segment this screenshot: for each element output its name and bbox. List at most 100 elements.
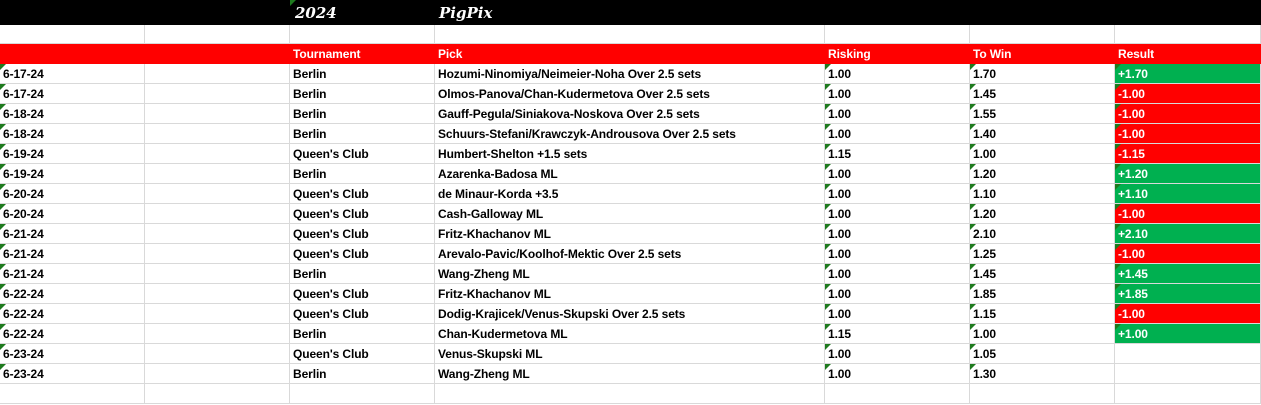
tournament-cell[interactable]: Berlin bbox=[290, 264, 435, 284]
result-cell[interactable]: -1.00 bbox=[1115, 244, 1261, 264]
date-cell[interactable]: 6-18-24 bbox=[0, 124, 145, 144]
cell[interactable] bbox=[825, 25, 970, 44]
empty-cell[interactable] bbox=[145, 224, 290, 244]
tournament-cell[interactable]: Berlin bbox=[290, 84, 435, 104]
cell[interactable] bbox=[290, 384, 435, 404]
to-win-cell[interactable]: 1.85 bbox=[970, 284, 1115, 304]
empty-cell[interactable] bbox=[145, 304, 290, 324]
result-cell[interactable]: +2.10 bbox=[1115, 224, 1261, 244]
date-cell[interactable]: 6-22-24 bbox=[0, 304, 145, 324]
date-cell[interactable]: 6-23-24 bbox=[0, 364, 145, 384]
pick-cell[interactable]: Olmos-Panova/Chan-Kudermetova Over 2.5 s… bbox=[435, 84, 825, 104]
to-win-cell[interactable]: 1.40 bbox=[970, 124, 1115, 144]
empty-cell[interactable] bbox=[145, 144, 290, 164]
header-cell[interactable] bbox=[0, 44, 145, 64]
risking-cell[interactable]: 1.00 bbox=[825, 104, 970, 124]
result-cell[interactable] bbox=[1115, 364, 1261, 384]
result-cell[interactable]: +1.85 bbox=[1115, 284, 1261, 304]
cell[interactable] bbox=[145, 384, 290, 404]
risking-cell[interactable]: 1.00 bbox=[825, 124, 970, 144]
empty-cell[interactable] bbox=[145, 164, 290, 184]
cell[interactable] bbox=[435, 25, 825, 44]
result-cell[interactable]: +1.20 bbox=[1115, 164, 1261, 184]
cell[interactable] bbox=[0, 384, 145, 404]
result-cell[interactable]: -1.15 bbox=[1115, 144, 1261, 164]
risking-cell[interactable]: 1.00 bbox=[825, 84, 970, 104]
to-win-cell[interactable]: 1.20 bbox=[970, 164, 1115, 184]
empty-cell[interactable] bbox=[145, 124, 290, 144]
risking-cell[interactable]: 1.00 bbox=[825, 344, 970, 364]
risking-cell[interactable]: 1.15 bbox=[825, 144, 970, 164]
tournament-cell[interactable]: Berlin bbox=[290, 164, 435, 184]
tournament-cell[interactable]: Queen's Club bbox=[290, 224, 435, 244]
header-cell[interactable] bbox=[145, 44, 290, 64]
pick-cell[interactable]: Wang-Zheng ML bbox=[435, 264, 825, 284]
tournament-cell[interactable]: Queen's Club bbox=[290, 344, 435, 364]
date-cell[interactable]: 6-17-24 bbox=[0, 64, 145, 84]
pick-cell[interactable]: Wang-Zheng ML bbox=[435, 364, 825, 384]
to-win-cell[interactable]: 1.45 bbox=[970, 264, 1115, 284]
header-result[interactable]: Result bbox=[1115, 44, 1261, 64]
date-cell[interactable]: 6-19-24 bbox=[0, 164, 145, 184]
risking-cell[interactable]: 1.00 bbox=[825, 284, 970, 304]
date-cell[interactable]: 6-22-24 bbox=[0, 284, 145, 304]
tournament-cell[interactable]: Berlin bbox=[290, 104, 435, 124]
result-cell[interactable]: +1.70 bbox=[1115, 64, 1261, 84]
empty-cell[interactable] bbox=[145, 244, 290, 264]
empty-cell[interactable] bbox=[145, 344, 290, 364]
risking-cell[interactable]: 1.00 bbox=[825, 244, 970, 264]
header-risking[interactable]: Risking bbox=[825, 44, 970, 64]
empty-cell[interactable] bbox=[145, 284, 290, 304]
header-pick[interactable]: Pick bbox=[435, 44, 825, 64]
risking-cell[interactable]: 1.00 bbox=[825, 204, 970, 224]
date-cell[interactable]: 6-22-24 bbox=[0, 324, 145, 344]
empty-cell[interactable] bbox=[145, 364, 290, 384]
result-cell[interactable]: +1.10 bbox=[1115, 184, 1261, 204]
cell[interactable] bbox=[1115, 25, 1261, 44]
result-cell[interactable] bbox=[1115, 344, 1261, 364]
date-cell[interactable]: 6-19-24 bbox=[0, 144, 145, 164]
tournament-cell[interactable]: Queen's Club bbox=[290, 184, 435, 204]
cell[interactable] bbox=[290, 25, 435, 44]
date-cell[interactable]: 6-21-24 bbox=[0, 224, 145, 244]
date-cell[interactable]: 6-18-24 bbox=[0, 104, 145, 124]
risking-cell[interactable]: 1.00 bbox=[825, 164, 970, 184]
empty-cell[interactable] bbox=[145, 324, 290, 344]
pick-cell[interactable]: Cash-Galloway ML bbox=[435, 204, 825, 224]
empty-cell[interactable] bbox=[145, 264, 290, 284]
to-win-cell[interactable]: 1.15 bbox=[970, 304, 1115, 324]
to-win-cell[interactable]: 1.25 bbox=[970, 244, 1115, 264]
date-cell[interactable]: 6-20-24 bbox=[0, 204, 145, 224]
to-win-cell[interactable]: 1.00 bbox=[970, 324, 1115, 344]
date-cell[interactable]: 6-21-24 bbox=[0, 244, 145, 264]
risking-cell[interactable]: 1.00 bbox=[825, 264, 970, 284]
pick-cell[interactable]: Humbert-Shelton +1.5 sets bbox=[435, 144, 825, 164]
pick-cell[interactable]: Venus-Skupski ML bbox=[435, 344, 825, 364]
tournament-cell[interactable]: Queen's Club bbox=[290, 204, 435, 224]
risking-cell[interactable]: 1.00 bbox=[825, 64, 970, 84]
to-win-cell[interactable]: 1.05 bbox=[970, 344, 1115, 364]
header-to-win[interactable]: To Win bbox=[970, 44, 1115, 64]
cell[interactable] bbox=[145, 25, 290, 44]
cell[interactable] bbox=[0, 25, 145, 44]
to-win-cell[interactable]: 1.00 bbox=[970, 144, 1115, 164]
date-cell[interactable]: 6-20-24 bbox=[0, 184, 145, 204]
pick-cell[interactable]: Fritz-Khachanov ML bbox=[435, 284, 825, 304]
pick-cell[interactable]: Azarenka-Badosa ML bbox=[435, 164, 825, 184]
pick-cell[interactable]: Dodig-Krajicek/Venus-Skupski Over 2.5 se… bbox=[435, 304, 825, 324]
result-cell[interactable]: -1.00 bbox=[1115, 204, 1261, 224]
date-cell[interactable]: 6-23-24 bbox=[0, 344, 145, 364]
result-cell[interactable]: -1.00 bbox=[1115, 104, 1261, 124]
result-cell[interactable]: -1.00 bbox=[1115, 84, 1261, 104]
empty-cell[interactable] bbox=[145, 104, 290, 124]
pick-cell[interactable]: Hozumi-Ninomiya/Neimeier-Noha Over 2.5 s… bbox=[435, 64, 825, 84]
to-win-cell[interactable]: 1.45 bbox=[970, 84, 1115, 104]
empty-cell[interactable] bbox=[145, 204, 290, 224]
to-win-cell[interactable]: 1.55 bbox=[970, 104, 1115, 124]
cell[interactable] bbox=[435, 384, 825, 404]
date-cell[interactable]: 6-21-24 bbox=[0, 264, 145, 284]
pick-cell[interactable]: Arevalo-Pavic/Koolhof-Mektic Over 2.5 se… bbox=[435, 244, 825, 264]
tournament-cell[interactable]: Berlin bbox=[290, 324, 435, 344]
to-win-cell[interactable]: 2.10 bbox=[970, 224, 1115, 244]
tournament-cell[interactable]: Berlin bbox=[290, 64, 435, 84]
